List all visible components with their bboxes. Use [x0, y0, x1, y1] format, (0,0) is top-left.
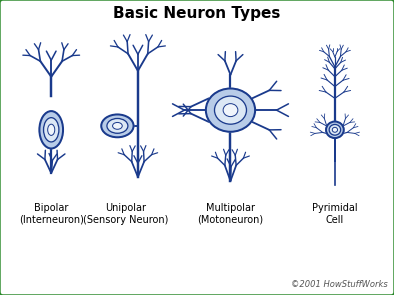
- Ellipse shape: [206, 88, 255, 132]
- Text: Bipolar
(Interneuron): Bipolar (Interneuron): [19, 203, 84, 225]
- Ellipse shape: [101, 114, 134, 137]
- Ellipse shape: [332, 127, 338, 132]
- Text: ©2001 HowStuffWorks: ©2001 HowStuffWorks: [291, 280, 388, 289]
- Ellipse shape: [326, 122, 344, 138]
- Text: Multipolar
(Motoneuron): Multipolar (Motoneuron): [197, 203, 264, 225]
- Text: Unipolar
(Sensory Neuron): Unipolar (Sensory Neuron): [84, 203, 169, 225]
- Ellipse shape: [39, 111, 63, 148]
- Text: Pyrimidal
Cell: Pyrimidal Cell: [312, 203, 358, 225]
- Ellipse shape: [329, 124, 341, 135]
- Ellipse shape: [223, 104, 238, 117]
- Ellipse shape: [214, 96, 247, 124]
- Ellipse shape: [113, 122, 122, 129]
- Ellipse shape: [43, 118, 59, 142]
- Text: Basic Neuron Types: Basic Neuron Types: [113, 6, 281, 21]
- Ellipse shape: [107, 119, 128, 133]
- Ellipse shape: [48, 124, 55, 135]
